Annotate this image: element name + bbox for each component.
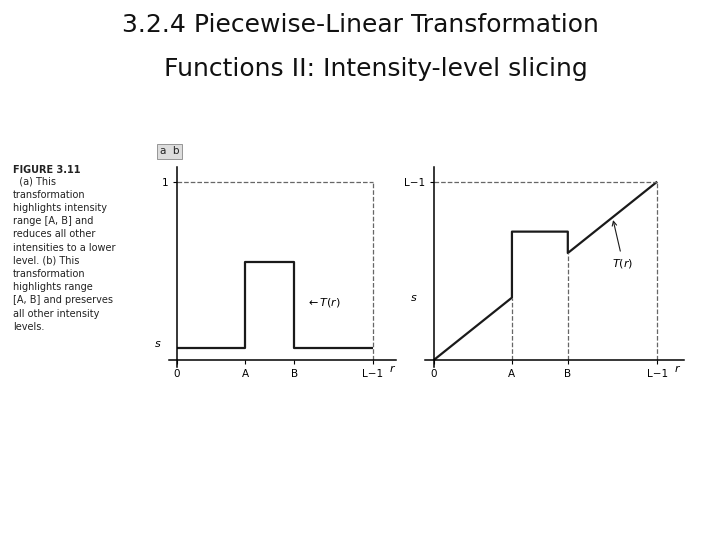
Text: s: s bbox=[155, 339, 161, 349]
Text: a  b: a b bbox=[160, 146, 179, 156]
Text: r: r bbox=[390, 364, 395, 374]
Text: $\leftarrow T(r)$: $\leftarrow T(r)$ bbox=[306, 296, 341, 309]
Text: FIGURE 3.11: FIGURE 3.11 bbox=[13, 165, 81, 175]
Text: (a) This
transformation
highlights intensity
range [A, B] and
reduces all other
: (a) This transformation highlights inten… bbox=[13, 177, 115, 332]
Text: 3.2.4 Piecewise-Linear Transformation: 3.2.4 Piecewise-Linear Transformation bbox=[122, 14, 598, 37]
Text: $T(r)$: $T(r)$ bbox=[612, 221, 634, 269]
Text: r: r bbox=[675, 364, 680, 374]
Text: Functions II: Intensity-level slicing: Functions II: Intensity-level slicing bbox=[132, 57, 588, 80]
Text: s: s bbox=[410, 293, 416, 302]
